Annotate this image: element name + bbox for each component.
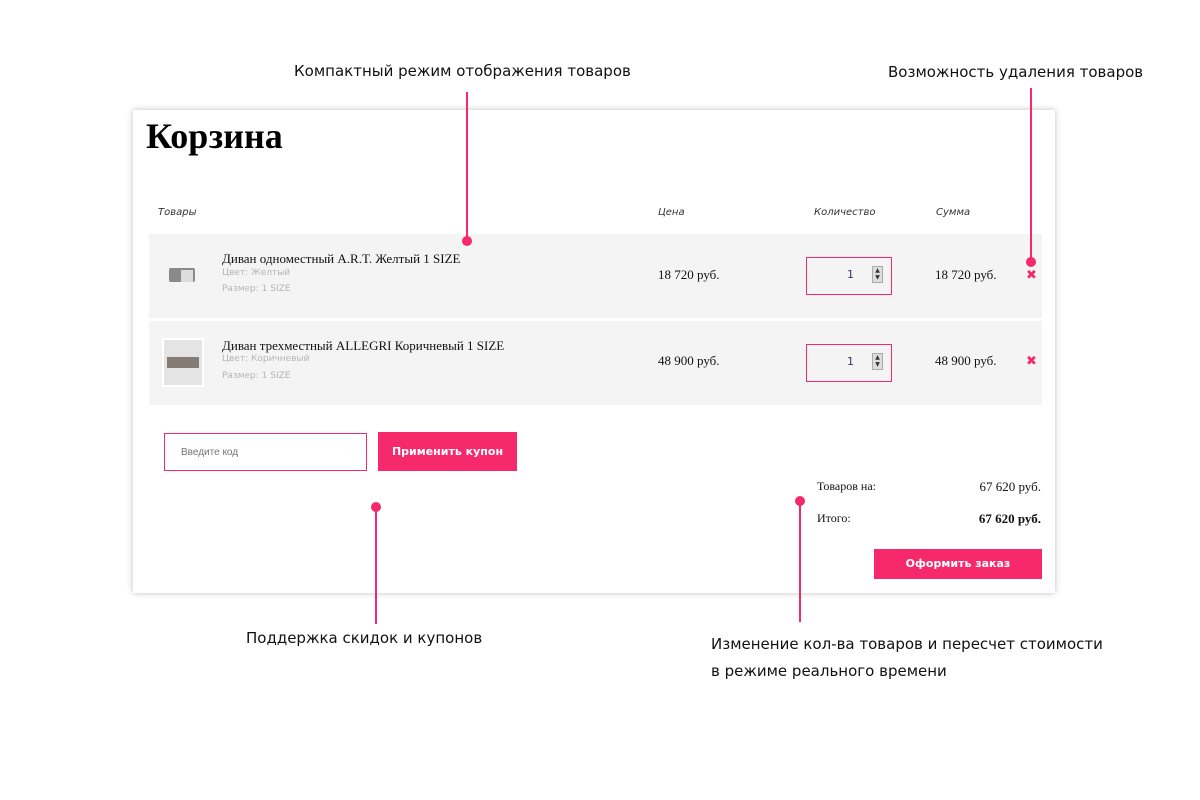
annotation-recalc-1: Изменение кол-ва товаров и пересчет стои…	[711, 635, 1103, 653]
cart-row: Диван трехместный ALLEGRI Коричневый 1 S…	[149, 321, 1042, 405]
delete-icon[interactable]: ✖	[1026, 354, 1037, 369]
quantity-stepper[interactable]: 1 ▲ ▼	[806, 344, 892, 382]
annotation-recalc-2: в режиме реального времени	[711, 662, 947, 680]
annotation-coupons: Поддержка скидок и купонов	[246, 629, 483, 647]
annotation-line	[799, 500, 801, 622]
apply-coupon-button[interactable]: Применить купон	[378, 432, 517, 471]
total-value: 67 620 руб.	[978, 511, 1041, 526]
annotation-dot	[795, 496, 805, 506]
header-qty: Количество	[814, 207, 876, 218]
cart-panel: Корзина Товары Цена Количество Сумма Див…	[133, 110, 1055, 593]
quantity-value: 1	[847, 355, 854, 368]
annotation-compact: Компактный режим отображения товаров	[294, 62, 631, 80]
spin-arrows-icon[interactable]: ▲ ▼	[872, 266, 883, 283]
product-image[interactable]	[165, 260, 201, 290]
quantity-value: 1	[847, 268, 854, 281]
quantity-stepper[interactable]: 1 ▲ ▼	[806, 257, 892, 295]
header-price: Цена	[658, 207, 685, 218]
delete-icon[interactable]: ✖	[1026, 268, 1037, 283]
total-label: Итого:	[817, 511, 851, 525]
product-price: 18 720 руб.	[658, 267, 720, 282]
annotation-line	[1030, 88, 1032, 260]
product-name[interactable]: Диван трехместный ALLEGRI Коричневый 1 S…	[222, 338, 505, 353]
product-price: 48 900 руб.	[658, 353, 720, 368]
goods-total-label: Товаров на:	[817, 479, 877, 493]
product-color: Цвет: Коричневый	[222, 354, 310, 364]
annotation-line	[375, 506, 377, 624]
annotation-dot	[371, 502, 381, 512]
goods-total-value: 67 620 руб.	[979, 479, 1041, 494]
spin-arrows-icon[interactable]: ▲ ▼	[872, 353, 883, 370]
annotation-line	[466, 92, 468, 240]
page-title: Корзина	[146, 116, 283, 156]
coupon-input[interactable]	[164, 433, 367, 471]
header-sum: Сумма	[936, 207, 971, 218]
product-size: Размер: 1 SIZE	[222, 284, 291, 294]
product-sum: 18 720 руб.	[935, 267, 997, 282]
product-sum: 48 900 руб.	[935, 353, 997, 368]
product-image[interactable]	[162, 338, 204, 387]
cart-row: Диван одноместный A.R.T. Желтый 1 SIZE Ц…	[149, 234, 1042, 318]
product-color: Цвет: Желтый	[222, 268, 291, 278]
annotation-dot	[462, 236, 472, 246]
annotation-delete: Возможность удаления товаров	[888, 63, 1144, 81]
annotation-dot	[1026, 257, 1036, 267]
checkout-button[interactable]: Оформить заказ	[874, 549, 1042, 579]
product-name[interactable]: Диван одноместный A.R.T. Желтый 1 SIZE	[222, 251, 461, 266]
product-size: Размер: 1 SIZE	[222, 371, 291, 381]
header-items: Товары	[158, 207, 197, 218]
